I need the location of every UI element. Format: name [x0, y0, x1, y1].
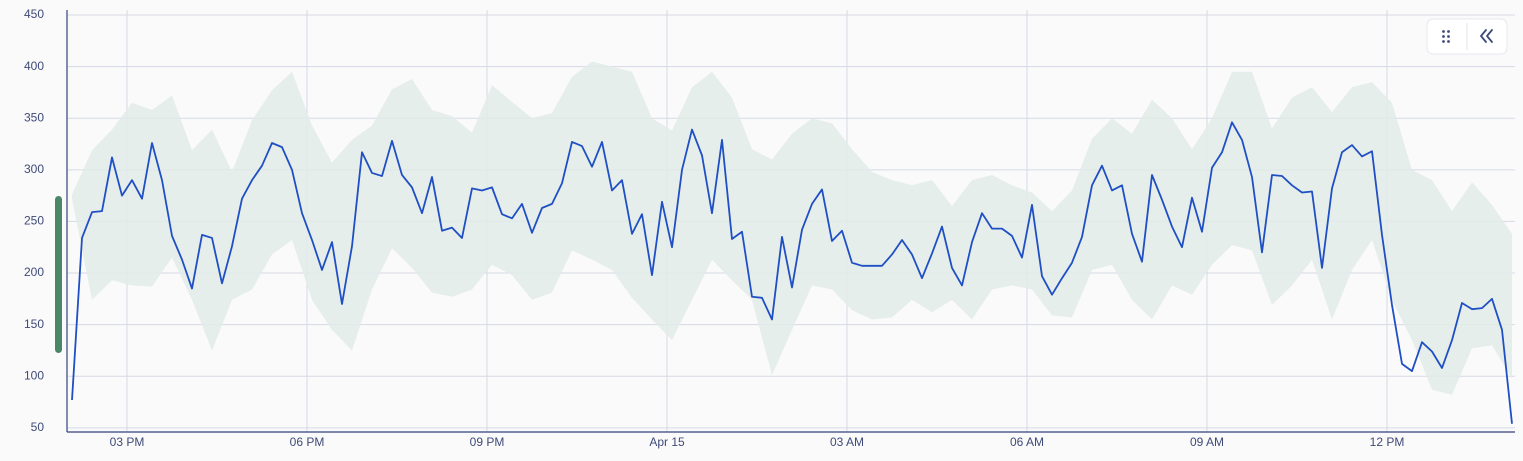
y-tick-label: 400 — [24, 59, 44, 73]
range-handle[interactable] — [55, 196, 62, 353]
y-tick-label: 50 — [31, 420, 45, 434]
plot — [71, 61, 1513, 424]
y-tick-label: 300 — [24, 162, 44, 176]
collapse-button[interactable] — [1480, 29, 1493, 43]
x-tick-label: 03 PM — [110, 435, 145, 449]
series-line — [71, 121, 1513, 424]
x-tick-label: 03 AM — [830, 435, 864, 449]
x-tick-label: 09 AM — [1190, 435, 1224, 449]
x-tick-label: 12 PM — [1370, 435, 1405, 449]
toolbar — [1426, 18, 1508, 55]
x-tick-label: Apr 15 — [649, 435, 685, 449]
x-tick-label: 06 PM — [290, 435, 325, 449]
y-tick-label: 450 — [24, 7, 44, 21]
y-tick-label: 350 — [24, 110, 44, 124]
confidence-band — [72, 61, 1512, 395]
x-tick-label: 06 AM — [1010, 435, 1044, 449]
drag-button[interactable] — [1442, 30, 1450, 43]
y-tick-label: 250 — [24, 214, 44, 228]
x-tick-label: 09 PM — [470, 435, 505, 449]
y-tick-label: 100 — [24, 368, 44, 382]
y-tick-label: 150 — [24, 317, 44, 331]
axis-labels: 50 100 150 200 250 300 350 400 450 03 PM 06 PM 09 P… — [24, 7, 1404, 449]
y-tick-label: 200 — [24, 265, 44, 279]
